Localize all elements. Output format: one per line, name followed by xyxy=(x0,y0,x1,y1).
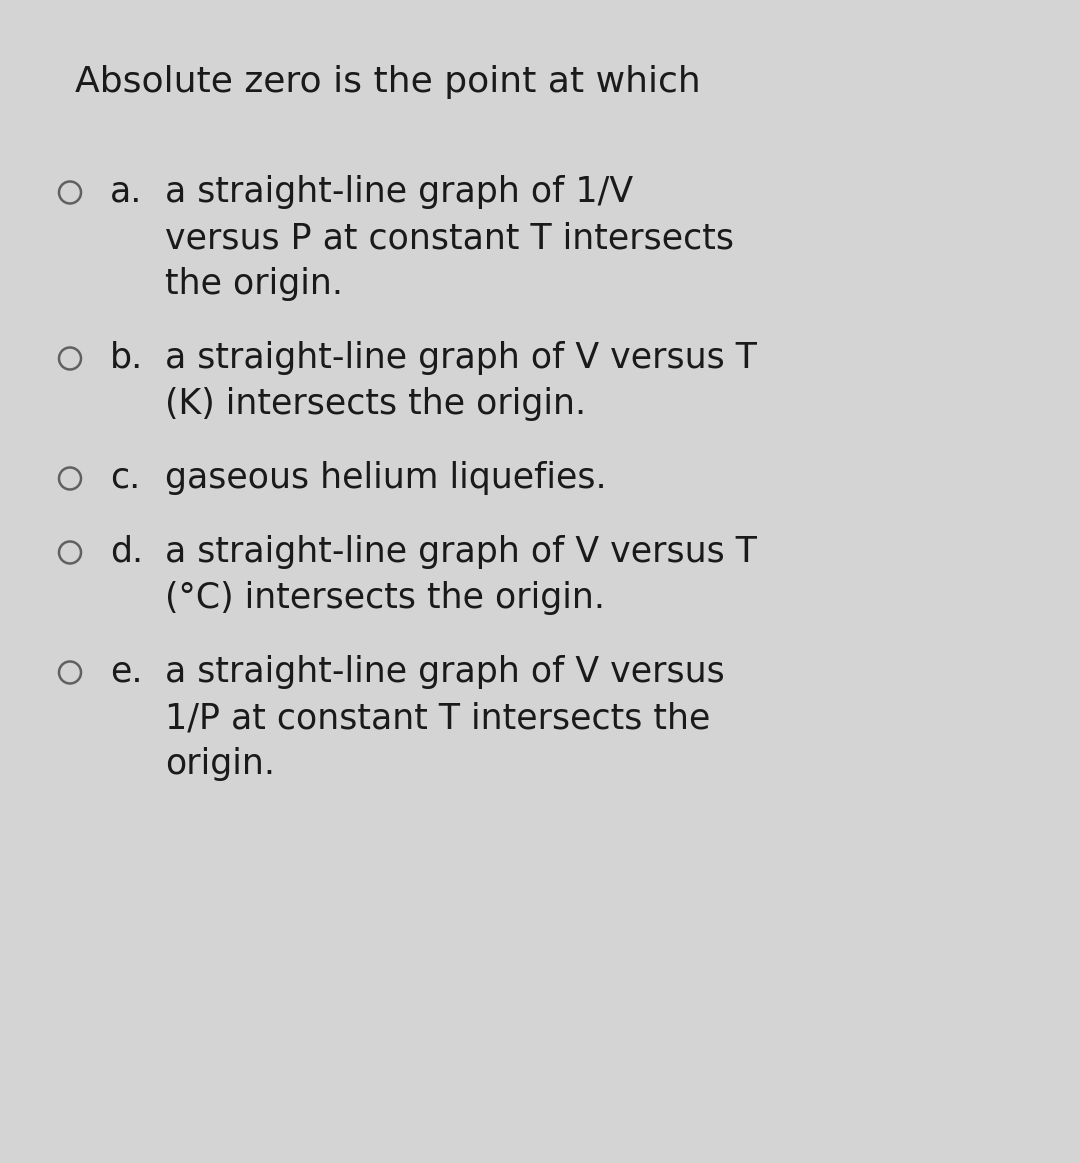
Text: e.: e. xyxy=(110,655,143,688)
Circle shape xyxy=(59,348,81,370)
Circle shape xyxy=(59,181,81,204)
Text: d.: d. xyxy=(110,535,144,569)
Circle shape xyxy=(59,468,81,490)
Text: versus P at constant T intersects: versus P at constant T intersects xyxy=(165,221,734,255)
Text: origin.: origin. xyxy=(165,747,275,782)
Text: a.: a. xyxy=(110,174,143,209)
Text: (°C) intersects the origin.: (°C) intersects the origin. xyxy=(165,582,605,615)
Text: Absolute zero is the point at which: Absolute zero is the point at which xyxy=(75,65,701,99)
Text: (K) intersects the origin.: (K) intersects the origin. xyxy=(165,387,586,421)
Text: the origin.: the origin. xyxy=(165,267,343,301)
Circle shape xyxy=(59,542,81,564)
Text: b.: b. xyxy=(110,341,144,374)
Circle shape xyxy=(59,662,81,684)
Text: a straight-line graph of V versus T: a straight-line graph of V versus T xyxy=(165,341,757,374)
Text: a straight-line graph of 1/V: a straight-line graph of 1/V xyxy=(165,174,633,209)
Text: a straight-line graph of V versus T: a straight-line graph of V versus T xyxy=(165,535,757,569)
Text: 1/P at constant T intersects the: 1/P at constant T intersects the xyxy=(165,701,711,735)
Text: a straight-line graph of V versus: a straight-line graph of V versus xyxy=(165,655,725,688)
Text: gaseous helium liquefies.: gaseous helium liquefies. xyxy=(165,461,607,495)
Text: c.: c. xyxy=(110,461,140,495)
